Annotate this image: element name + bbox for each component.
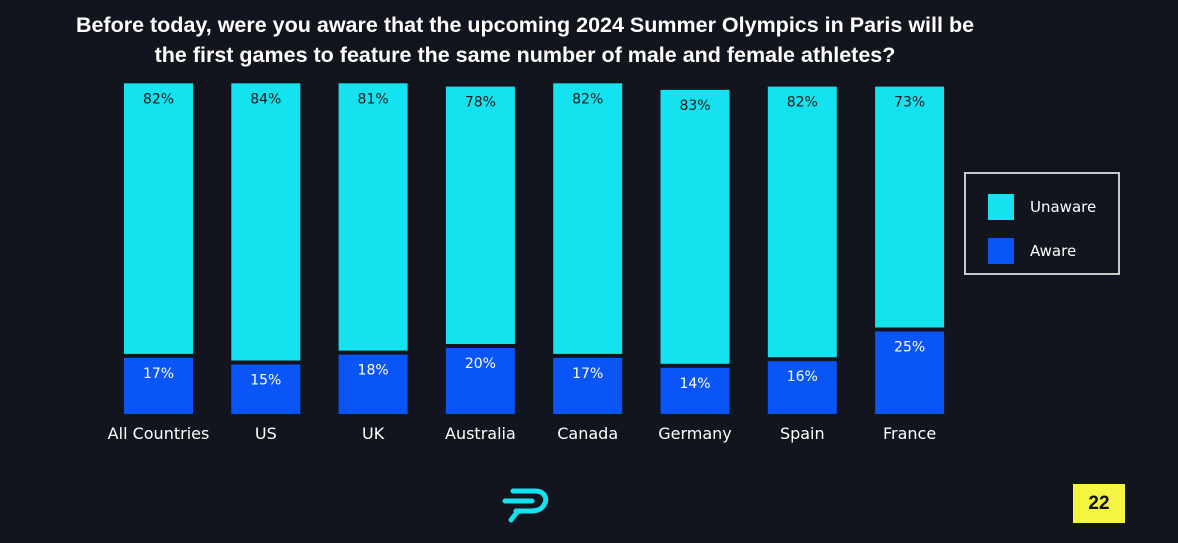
data-label-aware-us: 15% bbox=[250, 373, 281, 389]
chart-title-line-2: the first games to feature the same numb… bbox=[154, 43, 896, 67]
bar-unaware-france bbox=[875, 86, 945, 328]
bar-unaware-spain bbox=[767, 86, 837, 358]
bar-unaware-australia bbox=[445, 86, 515, 344]
data-label-aware-canada: 17% bbox=[572, 366, 603, 382]
bar-aware-spain bbox=[767, 361, 837, 414]
data-label-unaware-france: 73% bbox=[894, 95, 925, 111]
x-tick-label-germany: Germany bbox=[658, 424, 732, 443]
x-tick-label-france: France bbox=[883, 424, 936, 443]
legend-item-aware: Aware bbox=[988, 238, 1076, 264]
chart-legend: Unaware Aware bbox=[964, 172, 1120, 275]
data-label-unaware-spain: 82% bbox=[787, 95, 818, 111]
data-label-unaware-all-countries: 82% bbox=[143, 91, 174, 107]
data-label-aware-uk: 18% bbox=[358, 363, 389, 379]
x-tick-label-all-countries: All Countries bbox=[108, 424, 210, 443]
bar-unaware-us bbox=[231, 83, 301, 361]
legend-label-aware: Aware bbox=[1030, 242, 1077, 260]
bar-aware-france bbox=[875, 331, 945, 414]
data-label-aware-australia: 20% bbox=[465, 356, 496, 372]
bar-unaware-germany bbox=[660, 89, 730, 364]
data-label-unaware-uk: 81% bbox=[358, 91, 389, 107]
bar-aware-uk bbox=[338, 354, 408, 414]
brand-p-logo-icon bbox=[499, 487, 551, 523]
x-tick-label-us: US bbox=[255, 424, 277, 443]
legend-label-unaware: Unaware bbox=[1030, 198, 1097, 216]
bar-aware-australia bbox=[445, 348, 515, 414]
bar-aware-us bbox=[231, 364, 301, 414]
bar-aware-canada bbox=[553, 357, 623, 414]
legend-item-unaware: Unaware bbox=[988, 194, 1096, 220]
legend-swatch-aware bbox=[988, 238, 1014, 264]
data-label-aware-germany: 14% bbox=[679, 376, 710, 392]
bar-unaware-uk bbox=[338, 83, 408, 351]
data-label-unaware-us: 84% bbox=[250, 91, 281, 107]
legend-swatch-unaware bbox=[988, 194, 1014, 220]
data-label-unaware-germany: 83% bbox=[679, 98, 710, 114]
x-tick-label-australia: Australia bbox=[445, 424, 516, 443]
x-tick-label-uk: UK bbox=[362, 424, 385, 443]
bar-aware-all-countries bbox=[124, 357, 193, 414]
data-label-aware-spain: 16% bbox=[787, 369, 818, 385]
data-label-unaware-canada: 82% bbox=[572, 91, 603, 107]
data-label-aware-france: 25% bbox=[894, 340, 925, 356]
bar-unaware-canada bbox=[553, 83, 623, 354]
data-label-aware-all-countries: 17% bbox=[143, 366, 174, 382]
x-tick-label-spain: Spain bbox=[780, 424, 825, 443]
page-number-badge: 22 bbox=[1073, 484, 1125, 523]
bar-unaware-all-countries bbox=[124, 83, 193, 354]
bar-aware-germany bbox=[660, 367, 730, 414]
chart-title: Before today, were you aware that the up… bbox=[0, 10, 1050, 70]
x-tick-label-canada: Canada bbox=[557, 424, 618, 443]
chart-title-line-1: Before today, were you aware that the up… bbox=[75, 13, 975, 37]
data-label-unaware-australia: 78% bbox=[465, 95, 496, 111]
